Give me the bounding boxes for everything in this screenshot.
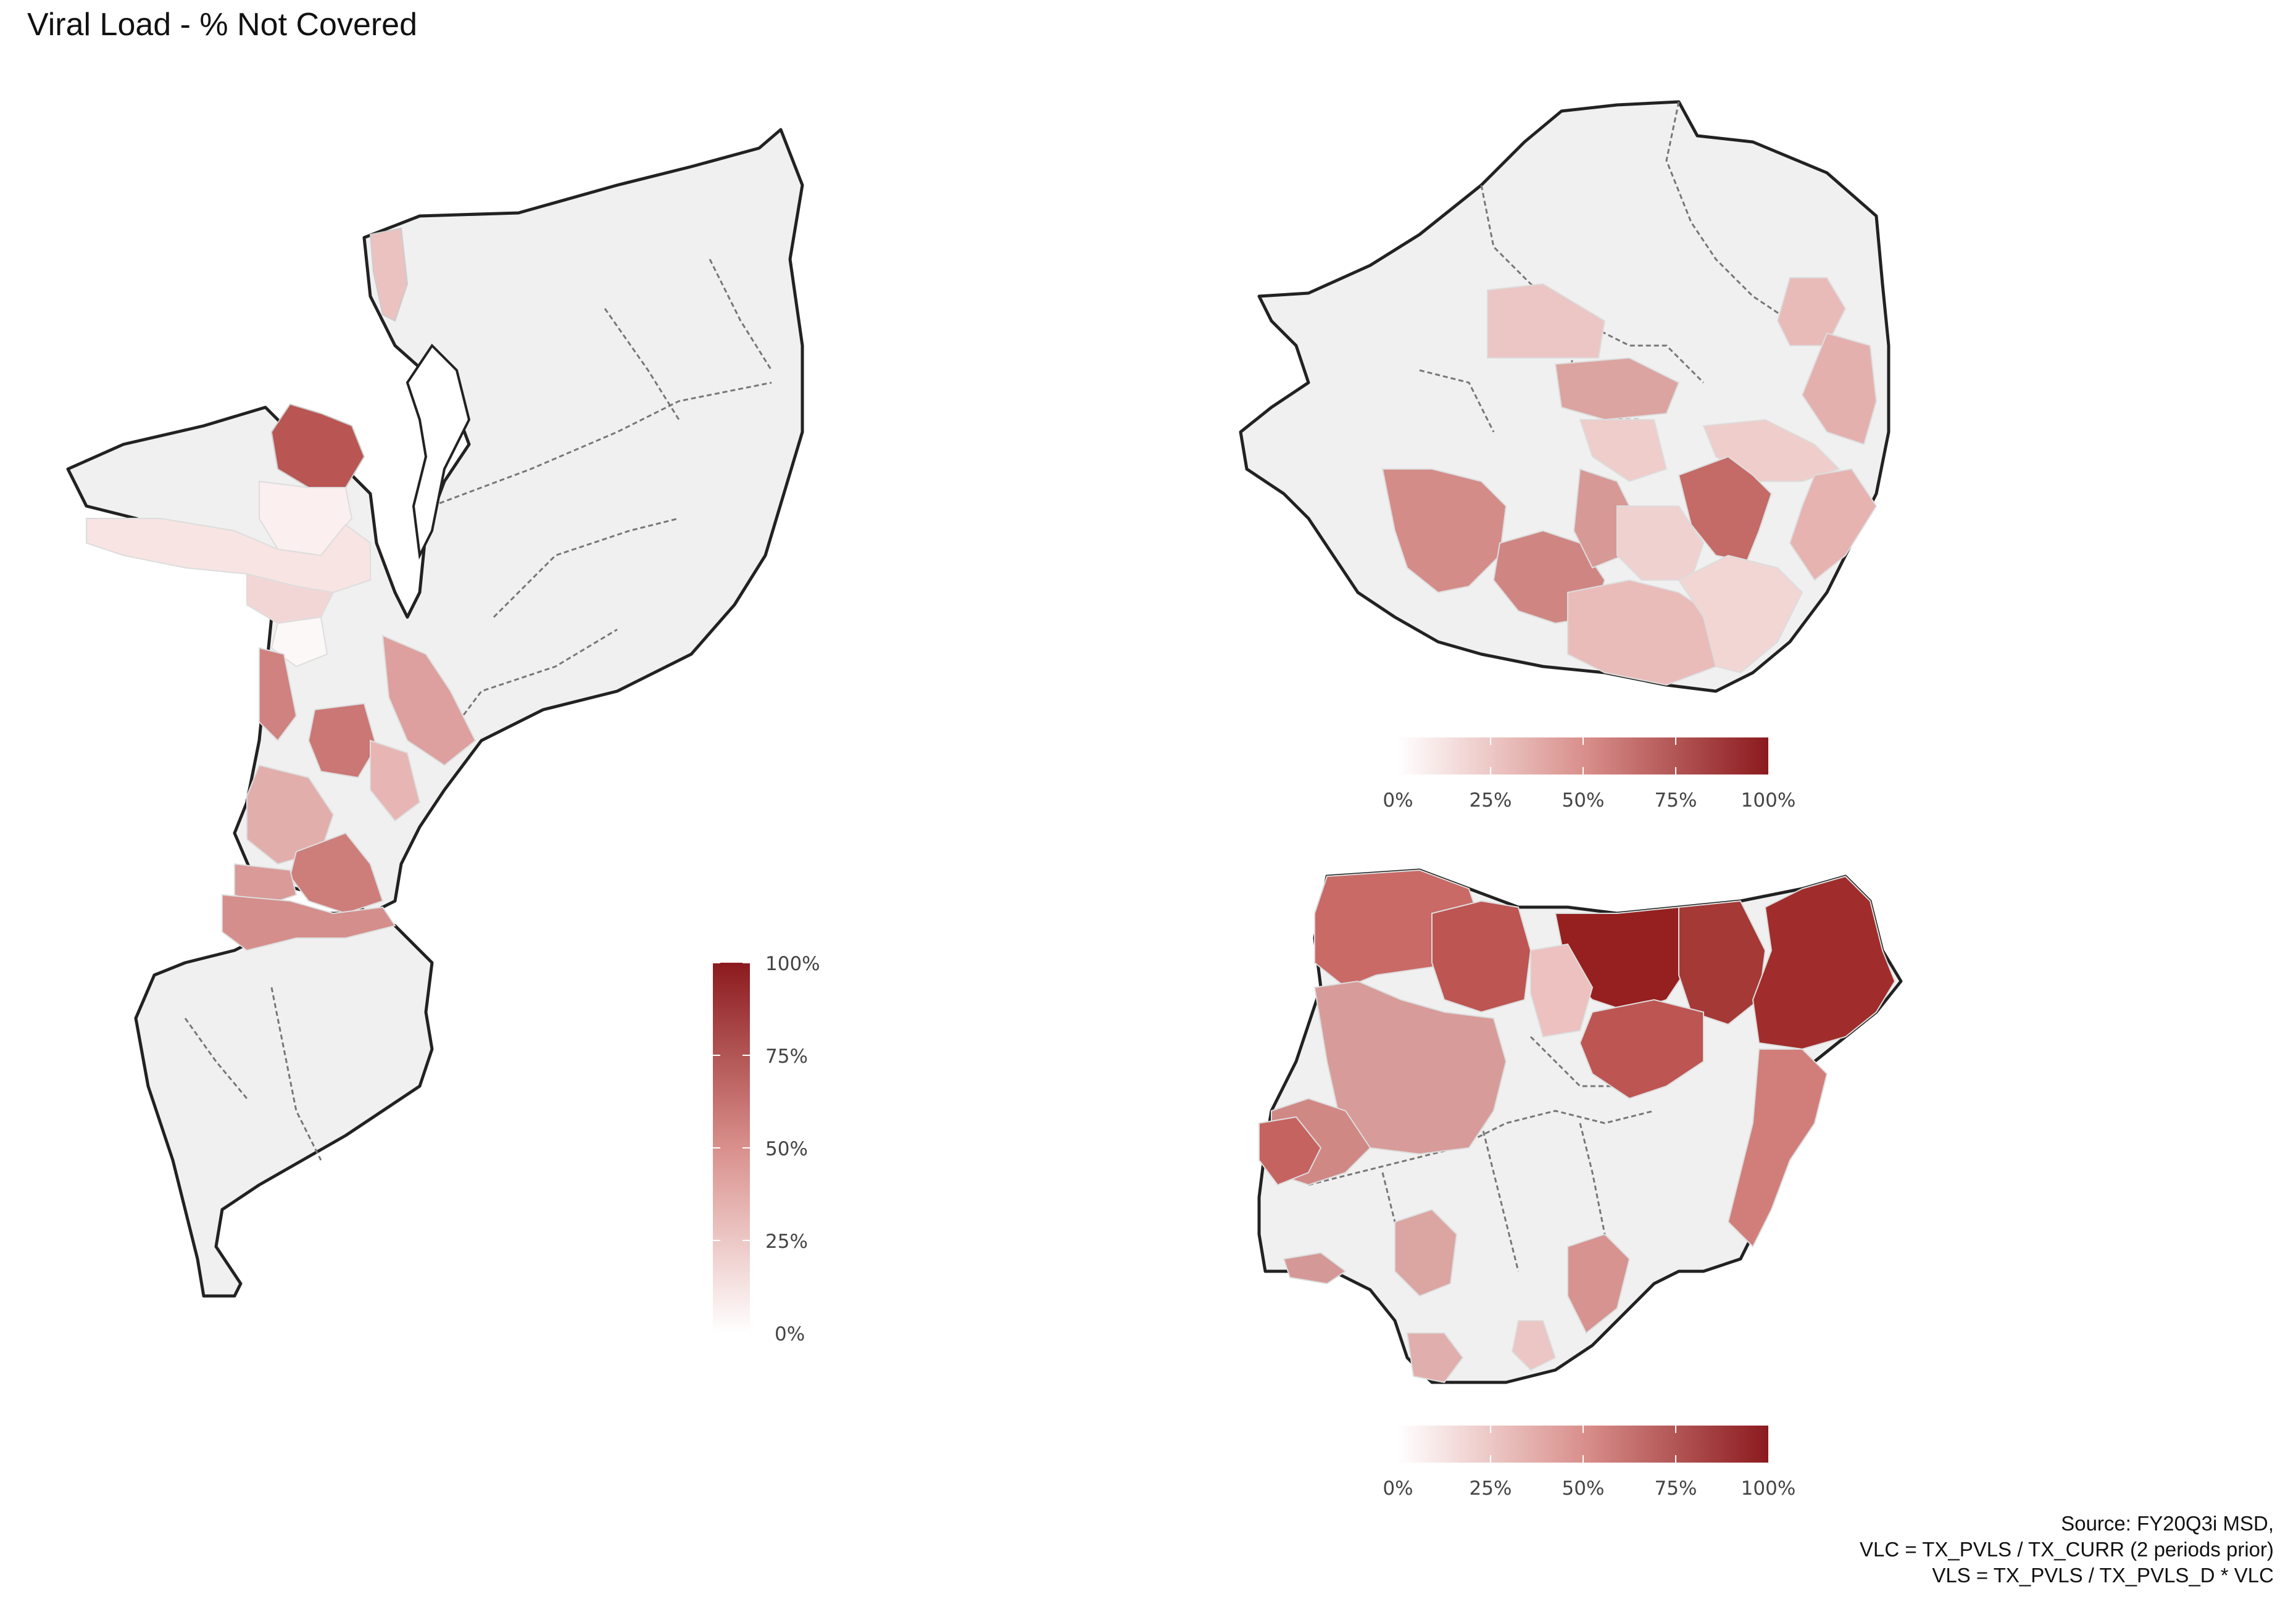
nigeria-inner-borders [1308, 1036, 1655, 1272]
caption-line-source: Source: FY20Q3i MSD, [2061, 1512, 2274, 1535]
ng-region-rivers [1511, 1320, 1557, 1371]
ng-region-oyo-west [1258, 1116, 1322, 1186]
zimbabwe-legend-label-25: 25% [1470, 789, 1512, 812]
ng-region-kaduna [1530, 943, 1594, 1038]
moz-region-zambezia-east [370, 739, 421, 822]
zim-region-manicaland-a [1801, 332, 1878, 446]
ng-region-ondo [1394, 1208, 1458, 1297]
moz-region-manica-north [270, 616, 328, 668]
mozambique-legend-label-50: 50% [765, 1138, 808, 1160]
mozambique-legend-label-0: 0% [775, 1323, 805, 1345]
mozambique-inner-borders [184, 259, 773, 1161]
moz-region-manica-strip [259, 647, 297, 742]
zimbabwe-legend-label-0: 0% [1383, 789, 1413, 812]
mozambique-legend: 100% 75% 50% 25% 0% [713, 953, 820, 1345]
zim-region-matabeleland-north-a [1487, 283, 1606, 359]
ng-region-borno-yobe [1752, 875, 1896, 1050]
nigeria-legend-label-0: 0% [1383, 1477, 1413, 1500]
nigeria-legend-label-100: 100% [1741, 1477, 1796, 1500]
mozambique-legend-label-75: 75% [765, 1045, 808, 1068]
lake-malawi [406, 343, 471, 560]
source-caption: Source: FY20Q3i MSD, VLC = TX_PVLS / TX_… [1860, 1511, 2274, 1588]
mozambique-legend-ticks [713, 962, 750, 1241]
zim-region-midlands-b [1579, 419, 1668, 483]
ng-region-zamfara [1431, 900, 1532, 1013]
ng-region-delta [1406, 1332, 1464, 1384]
zim-region-chiredzi [1678, 554, 1803, 674]
ng-region-adamawa-taraba [1727, 1048, 1828, 1248]
moz-region-north-west-dark [270, 403, 365, 488]
moz-region-tete-band [86, 518, 371, 594]
page-title: Viral Load - % Not Covered [27, 7, 418, 43]
caption-line-vls: VLS = TX_PVLS / TX_PVLS_D * VLC [1932, 1564, 2274, 1587]
zimbabwe-map [1239, 100, 1890, 693]
moz-region-gaza-south [222, 894, 396, 952]
caption-line-vlc: VLC = TX_PVLS / TX_CURR (2 periods prior… [1860, 1538, 2274, 1561]
ng-region-bauchi [1579, 999, 1704, 1100]
nigeria-legend-label-25: 25% [1470, 1477, 1512, 1500]
zimbabwe-legend-label-75: 75% [1655, 789, 1697, 812]
zim-region-matabeleland-south-a [1381, 468, 1507, 594]
zim-region-midlands-a [1554, 357, 1680, 421]
ng-region-enugu [1567, 1233, 1631, 1334]
mozambique-legend-label-25: 25% [765, 1231, 808, 1253]
moz-region-sofala-mid [307, 702, 378, 779]
moz-region-sofala-east [381, 634, 476, 766]
zimbabwe-legend-label-100: 100% [1741, 789, 1796, 812]
nigeria-map [1257, 868, 1903, 1384]
nigeria-legend-label-50: 50% [1562, 1477, 1605, 1500]
zimbabwe-legend-label-50: 50% [1562, 789, 1605, 812]
nigeria-legend-label-75: 75% [1655, 1477, 1697, 1500]
zim-region-east-border [1789, 468, 1878, 581]
nigeria-legend: 0% 25% 50% 75% 100% [1383, 1426, 1795, 1500]
moz-region-north-tip [369, 227, 409, 322]
mozambique-legend-label-100: 100% [765, 953, 820, 975]
zimbabwe-legend: 0% 25% 50% 75% 100% [1383, 737, 1795, 812]
ng-region-ogun [1283, 1252, 1347, 1285]
mozambique-map [66, 128, 804, 1298]
ng-region-jigawa [1678, 900, 1766, 1026]
zim-region-masvingo-dark [1678, 455, 1773, 563]
